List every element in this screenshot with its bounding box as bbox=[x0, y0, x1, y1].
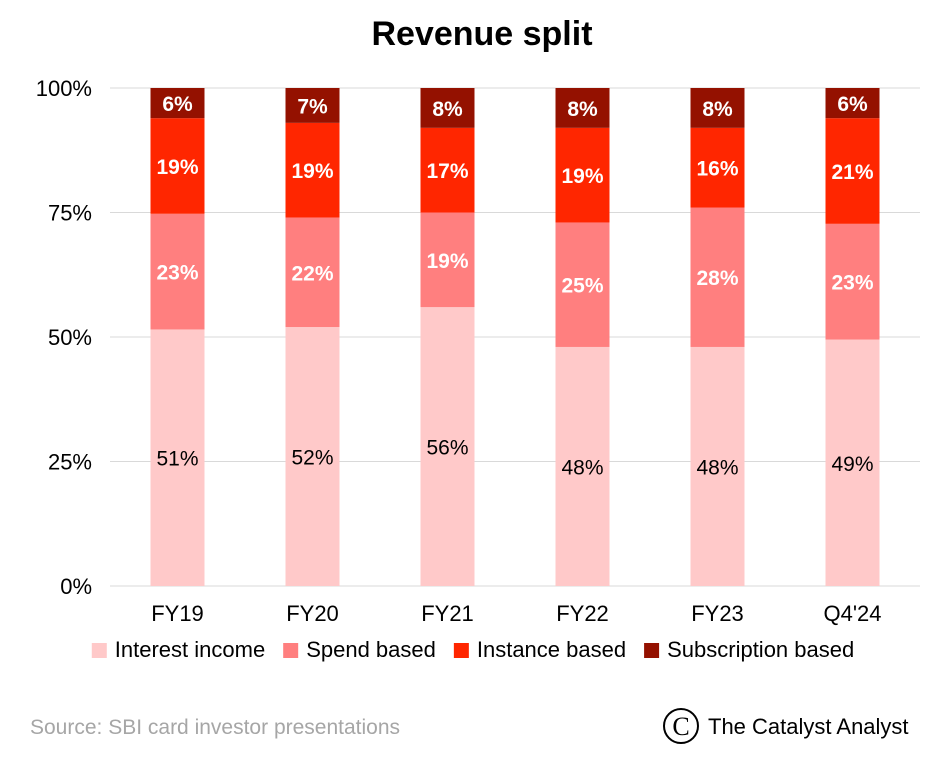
x-axis: FY19 FY20 FY21 FY22 FY23 Q4'24 bbox=[151, 601, 881, 626]
data-label: 51% bbox=[156, 448, 198, 471]
bar-segment-interest-income bbox=[420, 307, 475, 586]
bar-segment-subscription-based bbox=[555, 88, 610, 128]
bar-segment-spend-based bbox=[420, 212, 475, 308]
bar-segment-instance-based bbox=[690, 127, 745, 208]
legend-item-instance-based: Instance based bbox=[453, 637, 626, 662]
legend-item-interest-income: Interest income bbox=[91, 637, 265, 662]
data-label: 49% bbox=[831, 453, 873, 476]
legend-swatch bbox=[453, 643, 469, 658]
gridlines bbox=[110, 87, 920, 587]
data-label: 48% bbox=[561, 456, 603, 479]
data-label: 6% bbox=[162, 93, 193, 116]
brand-symbol: C bbox=[672, 712, 689, 741]
bar-segment-spend-based bbox=[825, 223, 880, 340]
x-tick-label: FY19 bbox=[151, 601, 204, 626]
data-label: 25% bbox=[561, 275, 603, 298]
chart-title: Revenue split bbox=[371, 15, 592, 53]
legend-label: Instance based bbox=[477, 637, 626, 662]
x-tick-label: Q4'24 bbox=[823, 601, 881, 626]
bar-segment-interest-income bbox=[555, 346, 610, 586]
data-label: 6% bbox=[837, 93, 868, 116]
bar-segment-spend-based bbox=[555, 222, 610, 347]
legend-label: Subscription based bbox=[667, 637, 854, 662]
data-label: 23% bbox=[831, 272, 873, 295]
x-tick-label: FY22 bbox=[556, 601, 609, 626]
brand-name: The Catalyst Analyst bbox=[708, 714, 909, 739]
bars: 51% 23% 19% 6% 52% 22% 19% 7% 56% 19% 17% 8% 48% 25% 1… bbox=[150, 88, 880, 586]
data-label: 8% bbox=[702, 98, 733, 121]
data-label: 16% bbox=[696, 158, 738, 181]
legend-label: Interest income bbox=[115, 637, 265, 662]
legend-item-spend-based: Spend based bbox=[283, 637, 436, 662]
bar-segment-interest-income bbox=[690, 346, 745, 586]
legend-swatch bbox=[644, 643, 660, 658]
bar-segment-spend-based bbox=[150, 213, 205, 330]
bar-segment-subscription-based bbox=[420, 88, 475, 128]
bar-segment-spend-based bbox=[690, 207, 745, 347]
x-tick-label: FY21 bbox=[421, 601, 474, 626]
bar-segment-instance-based bbox=[285, 122, 340, 218]
y-tick-label: 0% bbox=[60, 574, 92, 599]
bar-segment-interest-income bbox=[825, 339, 880, 586]
bar-segment-instance-based bbox=[825, 118, 880, 224]
y-tick-label: 75% bbox=[48, 201, 92, 226]
bar-segment-subscription-based bbox=[285, 88, 340, 123]
data-label: 22% bbox=[291, 262, 333, 285]
data-label: 17% bbox=[426, 160, 468, 183]
data-label: 8% bbox=[567, 98, 598, 121]
bar-segment-subscription-based bbox=[690, 88, 745, 128]
y-tick-label: 50% bbox=[48, 325, 92, 350]
legend-item-subscription-based: Subscription based bbox=[644, 637, 854, 662]
data-label: 7% bbox=[297, 95, 328, 118]
bar-segment-instance-based bbox=[150, 118, 205, 214]
source-note: Source: SBI card investor presentations bbox=[30, 716, 400, 739]
data-label: 56% bbox=[426, 437, 468, 460]
copyright-circle-icon bbox=[663, 708, 699, 744]
bar-segment-spend-based bbox=[285, 217, 340, 328]
data-label: 19% bbox=[156, 156, 198, 179]
bar-segment-subscription-based bbox=[150, 88, 205, 119]
data-label: 48% bbox=[696, 456, 738, 479]
bar-segment-instance-based bbox=[420, 127, 475, 213]
legend: Interest income Spend based Instance based… bbox=[91, 637, 854, 662]
data-label: 28% bbox=[696, 267, 738, 290]
brand-logo: C The Catalyst Analyst bbox=[663, 708, 909, 744]
bar-segment-interest-income bbox=[285, 327, 340, 586]
x-tick-label: FY20 bbox=[286, 601, 339, 626]
x-tick-label: FY23 bbox=[691, 601, 744, 626]
data-label: 19% bbox=[561, 165, 603, 188]
y-tick-label: 25% bbox=[48, 450, 92, 475]
data-label: 19% bbox=[426, 250, 468, 273]
y-axis: 0% 25% 50% 75% 100% bbox=[36, 76, 92, 599]
data-label: 8% bbox=[432, 98, 463, 121]
bar-segment-instance-based bbox=[555, 127, 610, 223]
y-tick-label: 100% bbox=[36, 76, 92, 101]
bar-segment-interest-income bbox=[150, 329, 205, 586]
data-label: 21% bbox=[831, 161, 873, 184]
legend-label: Spend based bbox=[306, 637, 436, 662]
legend-swatch bbox=[91, 643, 107, 658]
data-label: 52% bbox=[291, 447, 333, 470]
data-label: 19% bbox=[291, 160, 333, 183]
legend-swatch bbox=[283, 643, 299, 658]
bar-segment-subscription-based bbox=[825, 88, 880, 119]
data-label: 23% bbox=[156, 262, 198, 285]
